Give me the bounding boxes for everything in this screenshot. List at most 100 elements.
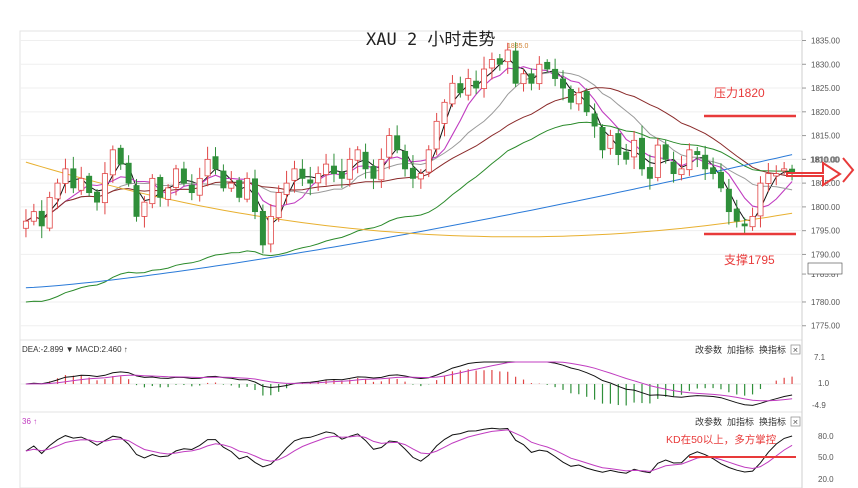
candle-body <box>710 167 717 175</box>
candle-body <box>560 78 567 89</box>
candle-body <box>678 168 685 176</box>
candle-body <box>749 215 756 228</box>
candle-body <box>615 133 622 156</box>
macd-edit-params-button[interactable]: 改参数 <box>695 344 722 355</box>
candle-body <box>402 150 409 170</box>
candle-body <box>686 149 693 171</box>
candle-body <box>94 191 101 203</box>
candle-body <box>417 173 424 180</box>
price-tick-label: 1795.00 <box>811 227 840 236</box>
price-tick-label: 1830.00 <box>811 60 840 69</box>
macd-close-button[interactable] <box>790 344 801 355</box>
candle-body <box>354 149 361 161</box>
kd-add-indicator-button[interactable]: 加指标 <box>727 416 754 427</box>
candle-body <box>30 211 37 222</box>
candle-body <box>552 68 559 79</box>
macd-add-indicator-button[interactable]: 加指标 <box>727 344 754 355</box>
candle-body <box>623 151 630 160</box>
candle-body <box>386 135 393 158</box>
candle-body <box>70 168 77 189</box>
candle-body <box>646 167 653 179</box>
candle-body <box>567 88 574 103</box>
price-tick-label: 1810.00 <box>811 155 840 164</box>
last-price-box <box>807 262 843 275</box>
kd-switch-indicator-button[interactable]: 换指标 <box>759 416 786 427</box>
candle-body <box>536 63 543 85</box>
candle-body <box>244 177 251 200</box>
support-label: 支撑1795 <box>724 252 775 267</box>
candle-body <box>378 158 385 181</box>
candle-body <box>283 182 290 195</box>
price-tick-label: 1785.87 <box>811 270 840 279</box>
macd-tick-bottom: -4.9 <box>812 401 826 410</box>
candle-body <box>662 144 669 160</box>
candle-body <box>275 192 282 219</box>
candle-body <box>583 91 590 113</box>
ma-line-ma_green <box>25 121 793 303</box>
kd-tick-bottom: 20.0 <box>818 475 834 484</box>
candle-body <box>425 149 432 173</box>
candle-body <box>591 113 598 127</box>
candle-body <box>465 78 472 96</box>
candle-body <box>362 151 369 170</box>
candle-body <box>765 173 772 184</box>
kd-tick-top: 80.0 <box>818 432 834 441</box>
candle-body <box>54 182 61 200</box>
close-icon: ✕ <box>793 419 799 427</box>
candle-body <box>22 220 29 229</box>
price-tick-label: 1825.00 <box>811 84 840 93</box>
candle-body <box>157 176 164 198</box>
candle-body <box>346 158 353 180</box>
chart-title: XAU 2 小时走势 <box>366 30 495 50</box>
macd-switch-indicator-button[interactable]: 换指标 <box>759 344 786 355</box>
candle-body <box>251 178 258 213</box>
kd-edit-params-button[interactable]: 改参数 <box>695 416 722 427</box>
candle-body <box>702 154 709 170</box>
candle-body <box>204 158 211 177</box>
candle-body <box>528 73 535 84</box>
candle-body <box>46 196 53 229</box>
current-price-label: 1810.00 <box>810 155 839 164</box>
candle-body <box>773 173 780 177</box>
candle-body <box>544 61 551 70</box>
candle-body <box>638 137 645 170</box>
candle-body <box>149 177 156 205</box>
kd-panel-frame <box>19 411 803 488</box>
arrow-right-icon <box>786 161 842 187</box>
price-tick-label: 1790.00 <box>811 250 840 259</box>
candle-body <box>504 49 511 63</box>
candle-body <box>133 185 140 217</box>
price-tick-label: 1775.00 <box>811 322 840 331</box>
candle-body <box>338 171 345 179</box>
candle-body <box>670 161 677 175</box>
candle-body <box>86 175 93 194</box>
candle-body <box>259 210 266 246</box>
candle-body <box>125 162 132 184</box>
candle-body <box>599 126 606 151</box>
price-axis-ticks: 1835.00 1830.00 1825.00 1820.00 1815.00 1810.… <box>802 37 840 331</box>
candle-body <box>654 144 661 178</box>
candle-body <box>481 68 488 89</box>
candle-body <box>165 187 172 200</box>
candle-body <box>180 168 187 184</box>
kd-d-line <box>25 429 793 472</box>
kd-tick-mid: 50.0 <box>818 453 834 462</box>
candle-body <box>196 177 203 196</box>
kd-header: 36 ↑ <box>22 417 37 426</box>
kd-close-button[interactable] <box>790 416 801 427</box>
candle-body <box>62 168 69 184</box>
macd-tick-top: 7.1 <box>814 353 826 362</box>
grid-lines <box>20 40 802 327</box>
candle-body <box>38 210 45 227</box>
candle-body <box>694 151 701 155</box>
price-tick-label: 1820.00 <box>811 108 840 117</box>
candle-body <box>409 167 416 179</box>
candle-body <box>330 165 337 175</box>
candle-body <box>575 92 582 105</box>
candle-body <box>441 101 448 124</box>
candle-body <box>267 215 274 245</box>
price-tick-label: 1780.00 <box>811 298 840 307</box>
candlesticks <box>22 42 796 254</box>
